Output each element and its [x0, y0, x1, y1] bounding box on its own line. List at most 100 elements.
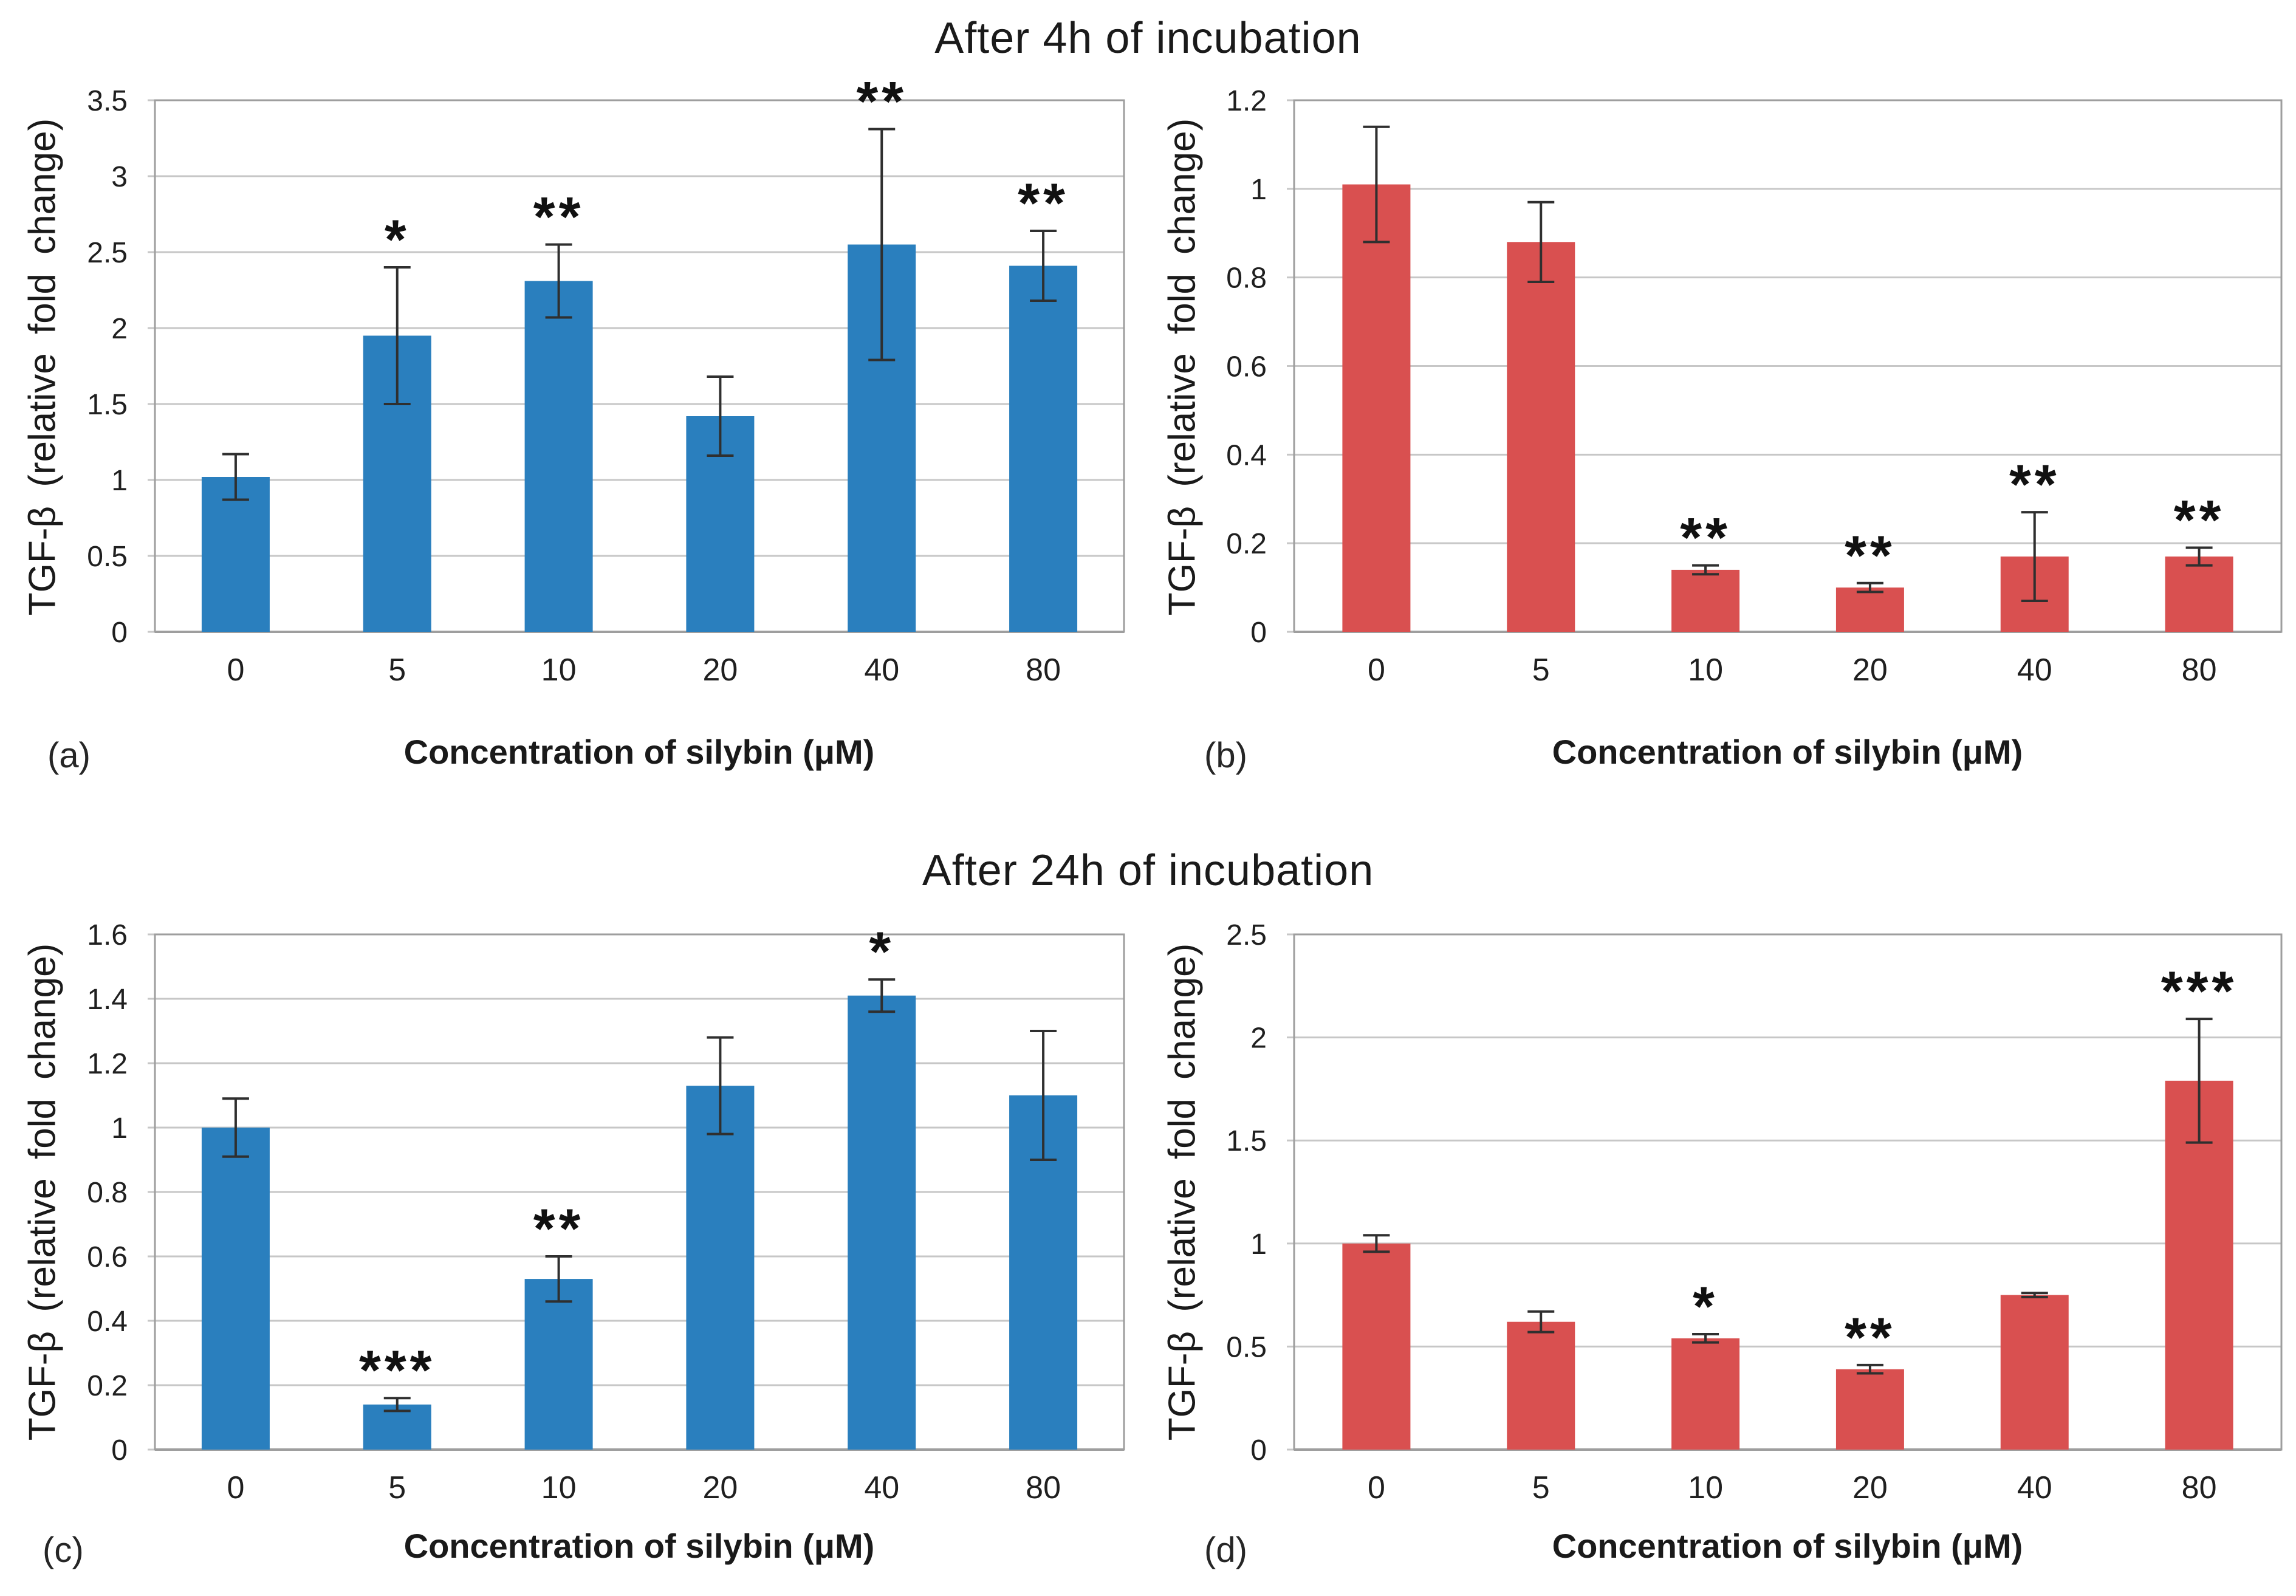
chart-b-canvas: 0 0.2 0.4 0.6 0.8 1 1.2 0 5 ** 10 ** 20 ** 40 ** 80 [1226, 85, 2283, 688]
y-tick-label: 0 [111, 1434, 128, 1467]
x-category-label: 40 [864, 1470, 899, 1505]
bar [1342, 1243, 1411, 1450]
y-tick-label: 1 [1250, 1228, 1267, 1261]
significance-marker: * [1693, 1276, 1718, 1338]
y-axis-label: TGF-β (relative fold change) [21, 943, 64, 1441]
bar [1009, 265, 1078, 632]
x-category-label: 10 [1688, 652, 1723, 688]
y-tick-label: 2 [111, 313, 128, 345]
y-tick-label: 3 [111, 161, 128, 193]
y-tick-label: 1 [111, 1112, 128, 1145]
x-category-label: 5 [1532, 652, 1550, 688]
x-category-label: 20 [1852, 1470, 1888, 1505]
y-tick-label: 2.5 [1226, 919, 1267, 951]
x-axis-label: Concentration of silybin (μM) [403, 733, 875, 771]
bar [848, 995, 916, 1450]
chart-c-canvas: 0 0.2 0.4 0.6 0.8 1 1.2 1.4 1.6 0 *** 5 ** 10 20 * 40 80 [87, 919, 1125, 1505]
panel-c: 0 0.2 0.4 0.6 0.8 1 1.2 1.4 1.6 0 *** 5 ** 10 20 * 40 80 … [0, 887, 1148, 1596]
x-category-label: 0 [1368, 1470, 1385, 1505]
chart-a-canvas: 0 0.5 1 1.5 2 2.5 3 3.5 0 * 5 ** 10 20 ** 40 ** 80 [87, 71, 1125, 688]
x-category-label: 5 [388, 652, 406, 688]
y-tick-label: 0.6 [1226, 351, 1267, 383]
significance-marker: ** [1680, 507, 1731, 569]
significance-marker: * [385, 209, 410, 271]
bar [201, 1128, 270, 1450]
x-category-label: 5 [1532, 1470, 1550, 1505]
x-category-label: 0 [1368, 652, 1385, 688]
y-tick-label: 0.2 [87, 1370, 128, 1402]
plot-frame [1293, 933, 2283, 1451]
bar [1671, 569, 1740, 632]
x-axis-label: Concentration of silybin (μM) [403, 1527, 875, 1565]
y-tick-label: 3.5 [87, 85, 128, 117]
significance-marker: ** [856, 71, 907, 133]
y-tick-label: 0 [111, 617, 128, 649]
bar [1342, 184, 1411, 632]
panel-label-d: (d) [1204, 1530, 1247, 1570]
y-tick-label: 0.5 [87, 541, 128, 573]
y-axis-label: TGF-β (relative fold change) [1161, 943, 1204, 1441]
figure-title-4h: After 4h of incubation [934, 14, 1362, 63]
plot-frame [154, 99, 1125, 633]
y-tick-label: 0.8 [1226, 262, 1267, 295]
y-axis-label: TGF-β (relative fold change) [1161, 118, 1204, 616]
x-category-label: 80 [1026, 1470, 1061, 1505]
significance-marker: *** [359, 1340, 435, 1402]
bar [524, 281, 593, 632]
x-category-label: 80 [1026, 652, 1061, 688]
panel-d: 0 0.5 1 1.5 2 2.5 0 5 * 10 ** 20 40 *** 80 TGF-β (rela… [1148, 887, 2296, 1596]
bar [1507, 1321, 1575, 1450]
y-tick-label: 2.5 [87, 237, 128, 269]
y-tick-label: 0.5 [1226, 1331, 1267, 1363]
figure-title-24h: After 24h of incubation [922, 846, 1374, 895]
x-category-label: 40 [2017, 1470, 2052, 1505]
x-category-label: 0 [227, 1470, 244, 1505]
panel-label-b: (b) [1204, 736, 1247, 775]
y-tick-label: 0.2 [1226, 528, 1267, 560]
bar [524, 1279, 593, 1450]
significance-marker: *** [2161, 961, 2237, 1022]
panel-a: 0 0.5 1 1.5 2 2.5 3 3.5 0 * 5 ** 10 20 ** 40 ** 80 TGF-β … [0, 67, 1148, 802]
y-tick-label: 1.2 [1226, 85, 1267, 117]
y-tick-label: 0.8 [87, 1177, 128, 1209]
y-tick-label: 1.2 [87, 1048, 128, 1080]
y-tick-label: 0.4 [87, 1306, 128, 1338]
significance-marker: ** [2174, 489, 2225, 551]
y-tick-label: 0.4 [1226, 439, 1267, 471]
bar [1835, 587, 1904, 632]
panel-label-a: (a) [47, 736, 91, 775]
panel-label-c: (c) [43, 1530, 84, 1570]
significance-marker: ** [533, 187, 584, 248]
bar [201, 477, 270, 632]
significance-marker: * [869, 921, 894, 983]
x-category-label: 5 [388, 1470, 406, 1505]
panel-b: 0 0.2 0.4 0.6 0.8 1 1.2 0 5 ** 10 ** 20 ** 40 ** 80 TGF-… [1148, 67, 2296, 802]
bar [1835, 1369, 1904, 1450]
y-tick-label: 1.5 [87, 389, 128, 421]
bar [686, 1086, 755, 1450]
significance-marker: ** [1018, 173, 1069, 235]
y-tick-label: 1.4 [87, 984, 128, 1016]
x-category-label: 10 [541, 1470, 577, 1505]
significance-marker: ** [1845, 525, 1896, 587]
x-category-label: 0 [227, 652, 244, 688]
x-category-label: 80 [2182, 1470, 2217, 1505]
y-tick-label: 1.5 [1226, 1125, 1267, 1157]
bar [1671, 1338, 1740, 1450]
y-tick-label: 1 [1250, 174, 1267, 206]
y-tick-label: 0 [1250, 617, 1267, 649]
x-category-label: 20 [1852, 652, 1888, 688]
x-axis-label: Concentration of silybin (μM) [1552, 733, 2023, 771]
significance-marker: ** [533, 1198, 584, 1260]
bar [1507, 242, 1575, 632]
y-tick-label: 1 [111, 465, 128, 497]
x-category-label: 10 [1688, 1470, 1723, 1505]
significance-marker: ** [1845, 1307, 1896, 1369]
y-tick-label: 0 [1250, 1434, 1267, 1467]
x-category-label: 20 [702, 652, 738, 688]
x-axis-label: Concentration of silybin (μM) [1552, 1527, 2023, 1565]
y-tick-label: 2 [1250, 1022, 1267, 1055]
y-axis-label: TGF-β (relative fold change) [21, 118, 64, 616]
x-category-label: 20 [702, 1470, 738, 1505]
